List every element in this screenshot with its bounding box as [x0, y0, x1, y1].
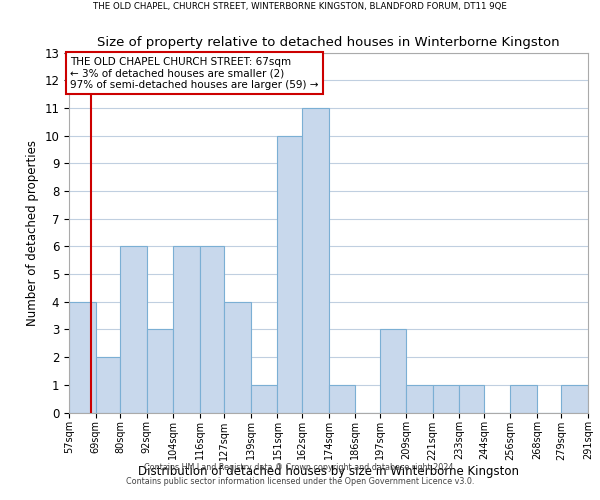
Bar: [173, 246, 200, 412]
Text: Contains HM Land Registry data © Crown copyright and database right 2024.: Contains HM Land Registry data © Crown c…: [144, 462, 456, 471]
Bar: [329, 385, 355, 412]
Bar: [224, 302, 251, 412]
Bar: [433, 385, 460, 412]
Text: Contains public sector information licensed under the Open Government Licence v3: Contains public sector information licen…: [126, 478, 474, 486]
Bar: [562, 385, 588, 412]
Bar: [302, 108, 329, 412]
Bar: [460, 385, 484, 412]
Bar: [200, 246, 224, 412]
Bar: [380, 330, 406, 412]
Bar: [69, 302, 95, 412]
Y-axis label: Number of detached properties: Number of detached properties: [26, 140, 39, 326]
Bar: [251, 385, 277, 412]
Title: Size of property relative to detached houses in Winterborne Kingston: Size of property relative to detached ho…: [97, 36, 560, 49]
Bar: [120, 246, 146, 412]
Bar: [146, 330, 173, 412]
Text: THE OLD CHAPEL CHURCH STREET: 67sqm
← 3% of detached houses are smaller (2)
97% : THE OLD CHAPEL CHURCH STREET: 67sqm ← 3%…: [70, 56, 319, 90]
Bar: [95, 357, 120, 412]
X-axis label: Distribution of detached houses by size in Winterborne Kingston: Distribution of detached houses by size …: [138, 465, 519, 478]
Bar: [511, 385, 537, 412]
Bar: [406, 385, 433, 412]
Bar: [277, 136, 302, 412]
Text: THE OLD CHAPEL, CHURCH STREET, WINTERBORNE KINGSTON, BLANDFORD FORUM, DT11 9QE: THE OLD CHAPEL, CHURCH STREET, WINTERBOR…: [93, 2, 507, 12]
